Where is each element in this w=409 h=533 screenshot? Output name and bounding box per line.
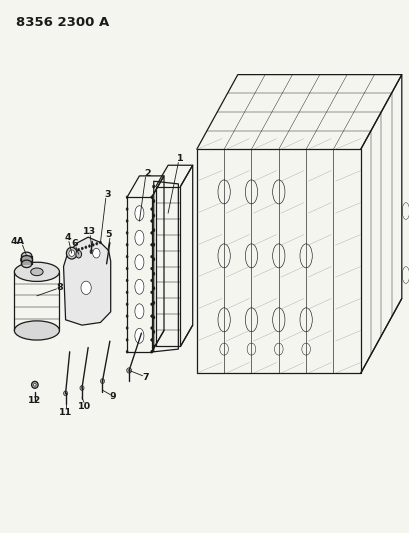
Text: 11: 11: [59, 408, 72, 416]
Text: 10: 10: [77, 402, 90, 410]
Ellipse shape: [151, 231, 153, 234]
Ellipse shape: [151, 338, 153, 341]
Text: 13: 13: [83, 228, 96, 236]
Ellipse shape: [90, 249, 93, 253]
Ellipse shape: [21, 260, 32, 268]
Ellipse shape: [126, 327, 128, 329]
Ellipse shape: [99, 241, 101, 244]
Ellipse shape: [151, 267, 153, 270]
Ellipse shape: [151, 291, 153, 294]
Ellipse shape: [152, 257, 155, 261]
Ellipse shape: [126, 231, 128, 234]
Ellipse shape: [126, 338, 128, 341]
Text: 12: 12: [28, 397, 41, 405]
Ellipse shape: [126, 315, 128, 318]
Ellipse shape: [126, 267, 128, 270]
Ellipse shape: [31, 268, 43, 276]
Ellipse shape: [152, 287, 155, 290]
Ellipse shape: [135, 230, 144, 245]
Text: 5: 5: [105, 230, 112, 239]
Ellipse shape: [96, 243, 98, 245]
Text: 8356 2300 A: 8356 2300 A: [16, 16, 109, 29]
Ellipse shape: [100, 378, 104, 384]
Ellipse shape: [21, 252, 32, 260]
Ellipse shape: [152, 330, 155, 334]
Ellipse shape: [74, 249, 76, 252]
Ellipse shape: [152, 272, 155, 276]
Ellipse shape: [135, 328, 144, 343]
Ellipse shape: [85, 246, 87, 248]
Ellipse shape: [152, 214, 155, 217]
Ellipse shape: [126, 351, 128, 353]
Text: 2: 2: [144, 169, 151, 177]
Ellipse shape: [34, 384, 36, 386]
Ellipse shape: [152, 185, 155, 188]
Ellipse shape: [126, 220, 128, 222]
Ellipse shape: [151, 327, 153, 329]
Text: 7: 7: [142, 373, 149, 382]
Ellipse shape: [126, 291, 128, 294]
Ellipse shape: [81, 281, 91, 294]
Ellipse shape: [135, 304, 144, 319]
Ellipse shape: [21, 256, 32, 264]
Ellipse shape: [126, 244, 128, 246]
Ellipse shape: [69, 250, 74, 256]
Ellipse shape: [14, 321, 59, 340]
Polygon shape: [63, 237, 110, 325]
Ellipse shape: [126, 208, 128, 211]
Ellipse shape: [80, 386, 84, 390]
Ellipse shape: [126, 368, 131, 373]
Ellipse shape: [151, 244, 153, 246]
Ellipse shape: [151, 208, 153, 211]
Ellipse shape: [135, 279, 144, 294]
Ellipse shape: [151, 303, 153, 305]
Ellipse shape: [126, 279, 128, 282]
Ellipse shape: [135, 255, 144, 270]
Ellipse shape: [14, 262, 59, 281]
Text: 4A: 4A: [10, 237, 24, 246]
Ellipse shape: [92, 248, 100, 258]
Text: 4: 4: [64, 233, 71, 242]
Text: 3: 3: [104, 190, 111, 198]
Ellipse shape: [135, 206, 144, 221]
Ellipse shape: [151, 315, 153, 318]
Text: 8: 8: [56, 284, 63, 292]
Ellipse shape: [151, 279, 153, 282]
Ellipse shape: [126, 196, 128, 199]
Ellipse shape: [126, 303, 128, 305]
Ellipse shape: [88, 245, 90, 247]
Ellipse shape: [152, 345, 155, 348]
Ellipse shape: [70, 251, 72, 253]
Ellipse shape: [92, 244, 94, 246]
Ellipse shape: [152, 301, 155, 304]
Ellipse shape: [151, 351, 153, 353]
Ellipse shape: [77, 248, 79, 251]
Text: 1: 1: [177, 154, 183, 163]
Ellipse shape: [151, 196, 153, 199]
Ellipse shape: [151, 255, 153, 258]
Ellipse shape: [81, 247, 83, 250]
Ellipse shape: [152, 316, 155, 319]
Ellipse shape: [66, 247, 77, 259]
Ellipse shape: [31, 382, 38, 388]
Ellipse shape: [151, 220, 153, 222]
Ellipse shape: [126, 255, 128, 258]
Ellipse shape: [63, 391, 67, 395]
Ellipse shape: [66, 252, 69, 255]
Ellipse shape: [152, 229, 155, 232]
Ellipse shape: [152, 199, 155, 203]
Text: 6: 6: [71, 239, 78, 248]
Ellipse shape: [152, 243, 155, 246]
Text: 9: 9: [110, 392, 116, 400]
Ellipse shape: [76, 251, 81, 258]
